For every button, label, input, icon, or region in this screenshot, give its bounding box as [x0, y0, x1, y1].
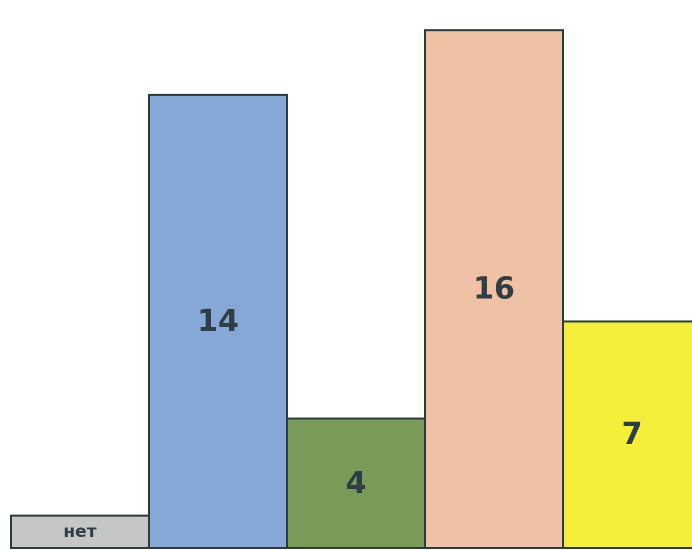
bar-3: [424, 29, 564, 549]
bar-value-label-2: 4: [346, 466, 367, 501]
bar-value-label-3: 16: [473, 272, 515, 307]
bar-value-label-4: 7: [622, 417, 643, 452]
bar-4: [562, 320, 692, 550]
bar-2: [286, 417, 426, 549]
bar-1: [148, 93, 288, 549]
bar-value-label-0: нет: [63, 522, 96, 542]
bar-0: [10, 514, 150, 549]
bar-value-label-1: 14: [197, 304, 239, 339]
